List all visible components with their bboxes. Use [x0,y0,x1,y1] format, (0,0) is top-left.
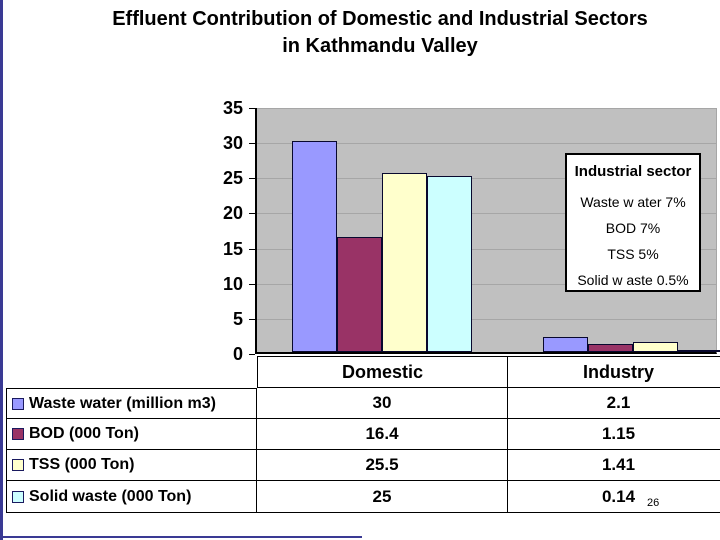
bar-domestic-2 [337,236,382,352]
y-axis-tick-25 [249,178,255,180]
y-axis-label-35: 35 [222,98,243,118]
table-value-bod-industry: 1.15 [508,419,720,450]
legend-swatch-bod [12,428,24,440]
table-value-bod-domestic: 16.4 [257,419,508,450]
table-header-industry: Industry [508,356,720,388]
y-axis-tick-30 [249,143,255,145]
series-label: TSS (000 Ton) [29,456,135,473]
left-accent-stripe [0,0,3,540]
slide-page-number: 26 [647,497,660,509]
gridline-25 [257,178,716,180]
y-axis-tick-15 [249,248,255,250]
bar-domestic-4 [427,176,472,352]
gridline-30 [257,143,716,145]
table-row-label-solidwaste: Solid waste (000 Ton) [6,481,257,513]
gridline-5 [257,318,716,320]
annotation-line-tss: TSS 5% [607,246,659,262]
series-label: Waste water (million m3) [29,394,216,412]
gridline-15 [257,248,716,250]
bar-industry-4 [678,350,720,352]
annotation-box: Industrial sector Waste w ater 7% BOD 7%… [565,153,701,292]
bar-industry-1 [543,337,588,352]
table-value-solidwaste-domestic: 25 [257,481,508,513]
y-axis-label-0: 0 [232,344,243,364]
y-axis-label-25: 25 [222,168,243,189]
annotation-line-solidwaste: Solid w aste 0.5% [577,272,689,288]
annotation-title: Industrial sector [574,163,692,180]
y-axis-label-30: 30 [222,133,243,154]
gridline-35 [257,108,716,109]
table-value-tss-domestic: 25.5 [257,450,508,481]
table-row-label-bod: BOD (000 Ton) [6,419,257,450]
data-table: Domestic Industry Waste water (million m… [6,356,720,513]
y-axis-tick-35 [249,108,255,109]
chart-title: Effluent Contribution of Domestic and In… [40,6,720,60]
table-row-label-wastewater: Waste water (million m3) [6,388,257,419]
bar-industry-3 [633,342,678,352]
series-label: Solid waste (000 Ton) [29,487,192,505]
legend-swatch-wastewater [12,397,24,410]
table-value-tss-industry: 1.41 [508,450,720,481]
bar-domestic-1 [292,141,337,352]
y-axis-tick-5 [249,318,255,320]
table-corner-cell [6,356,257,388]
table-header-domestic: Domestic [257,356,508,388]
table-value-wastewater-industry: 2.1 [508,388,720,419]
table-row-label-tss: TSS (000 Ton) [6,450,257,481]
y-axis-label-15: 15 [222,238,243,259]
series-label: BOD (000 Ton) [29,425,139,442]
bottom-accent-stripe [0,536,362,538]
gridline-20 [257,213,716,215]
y-axis-tick-0 [249,354,255,355]
legend-swatch-tss [12,459,24,471]
chart-title-line1: Effluent Contribution of Domestic and In… [112,8,648,30]
y-axis-label-20: 20 [222,203,243,224]
table-value-solidwaste-industry: 0.14 [508,481,720,513]
annotation-line-wastewater: Waste w ater 7% [580,194,686,210]
bar-industry-2 [588,343,633,352]
bar-domestic-3 [382,172,427,352]
y-axis-tick-20 [249,213,255,215]
y-axis-label-10: 10 [222,273,243,294]
table-value-wastewater-domestic: 30 [257,388,508,419]
gridline-10 [257,283,716,285]
annotation-line-bod: BOD 7% [605,220,661,236]
chart-title-line2: in Kathmandu Valley [282,35,478,57]
annotation-lines: Waste w ater 7% BOD 7% TSS 5% Solid w as… [567,189,699,293]
y-axis-tick-10 [249,283,255,285]
y-axis-label-5: 5 [232,308,243,329]
legend-swatch-solidwaste [12,490,24,503]
